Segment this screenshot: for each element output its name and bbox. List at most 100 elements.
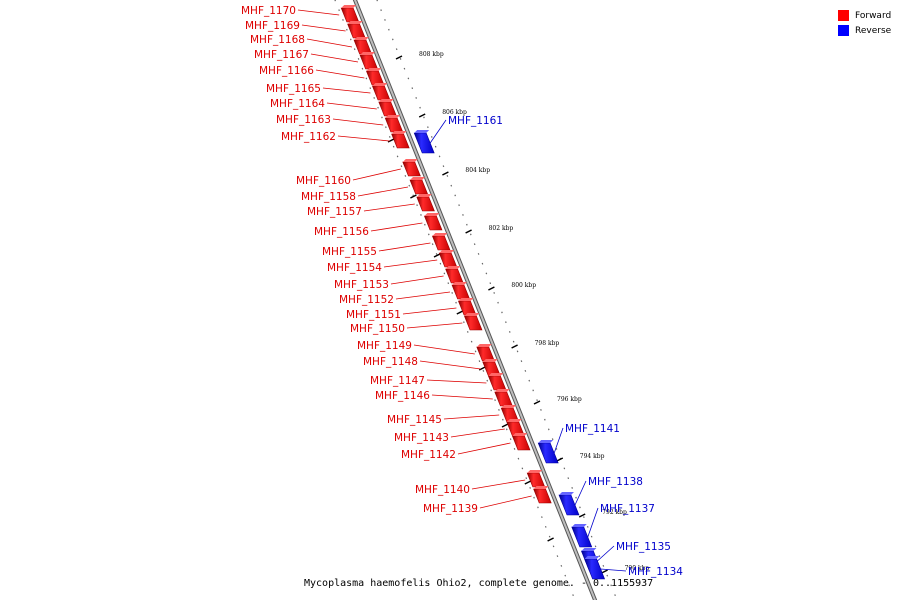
gene-mhf-1162[interactable] <box>391 131 410 149</box>
scale-tick <box>511 344 518 349</box>
gene-label: MHF_1152 <box>339 294 394 306</box>
leader-line <box>301 24 346 32</box>
gene-cap <box>559 492 574 495</box>
minor-tick <box>433 253 441 258</box>
gene-cap <box>464 313 480 316</box>
gene-label: MHF_1146 <box>375 390 430 402</box>
gene-mhf-1160[interactable] <box>402 159 421 177</box>
gene-body <box>511 435 531 451</box>
legend-forward-label: Forward <box>855 10 892 21</box>
gene-cap <box>385 115 401 118</box>
gene-mhf-1140[interactable] <box>526 470 546 488</box>
scale-tick <box>488 286 495 291</box>
axis-highlight <box>353 0 597 600</box>
gene-label: MHF_1143 <box>394 432 449 444</box>
leader-line <box>395 291 451 300</box>
gene-mhf-1163[interactable] <box>384 115 404 133</box>
leader-line <box>419 360 481 370</box>
gene-mhf-1164[interactable] <box>378 99 397 117</box>
gene-cap <box>482 359 498 362</box>
gene-mhf-1149[interactable] <box>476 344 495 362</box>
gene-mhf-1148[interactable] <box>482 359 501 377</box>
legend-reverse-label: Reverse <box>855 25 892 36</box>
gene-cap <box>416 194 432 197</box>
gene-body <box>384 117 404 133</box>
leader-line <box>450 428 505 438</box>
gene-mhf-1152[interactable] <box>451 282 471 300</box>
gene-mhf-1156[interactable] <box>423 213 443 231</box>
gene-body <box>494 391 513 407</box>
scale-label: 800 kbp <box>511 282 536 289</box>
gene-body <box>457 300 477 316</box>
scale-tick <box>533 400 541 405</box>
scale-label: 796 kbp <box>557 396 582 403</box>
gene-mhf-1165[interactable] <box>371 83 391 101</box>
gene-mhf-1142[interactable] <box>511 433 531 451</box>
gene-mhf-1150[interactable] <box>463 313 483 331</box>
gene-label: MHF_1137 <box>600 503 655 515</box>
gene-cap <box>360 52 375 55</box>
leader-line <box>457 442 511 455</box>
scale-tick <box>418 113 426 118</box>
leader-line <box>431 394 493 400</box>
gene-mhf-1134[interactable] <box>584 556 606 580</box>
gene-cap <box>414 130 430 133</box>
gene-body <box>416 196 435 212</box>
leader-line <box>429 119 447 144</box>
legend: Forward Reverse <box>838 8 891 38</box>
gene-body <box>340 7 360 23</box>
gene-body <box>537 442 559 464</box>
minor-tick <box>387 138 395 143</box>
gene-label: MHF_1168 <box>250 34 305 46</box>
gene-mhf-1158[interactable] <box>409 177 429 195</box>
leader-line <box>426 379 487 384</box>
leader-line <box>406 322 463 329</box>
gene-label: MHF_1164 <box>270 98 325 110</box>
gene-cap <box>488 373 504 376</box>
gene-mhf-1137[interactable] <box>571 524 593 548</box>
gene-cap <box>341 5 357 8</box>
reverse-swatch <box>838 25 849 36</box>
leader-line <box>413 344 475 355</box>
gene-cap <box>410 177 425 180</box>
forward-swatch <box>838 10 849 21</box>
gene-cap <box>391 131 407 134</box>
leader-line <box>402 307 457 315</box>
gene-mhf-1170[interactable] <box>340 5 360 23</box>
gene-label: MHF_1135 <box>616 541 671 553</box>
gene-body <box>476 346 495 362</box>
dotted-guide-right <box>376 0 618 600</box>
gene-label: MHF_1154 <box>327 262 382 274</box>
gene-mhf-1145[interactable] <box>500 405 520 423</box>
genome-caption: Mycoplasma haemofelis Ohio2, complete ge… <box>304 578 654 589</box>
gene-mhf-1157[interactable] <box>416 194 435 212</box>
gene-mhf-1168[interactable] <box>353 37 373 55</box>
gene-mhf-1138[interactable] <box>558 492 580 516</box>
gene-mhf-1166[interactable] <box>365 68 385 86</box>
gene-mhf-1139[interactable] <box>533 486 552 504</box>
gene-cap <box>584 556 600 559</box>
gene-body <box>533 488 552 504</box>
gene-mhf-1151[interactable] <box>457 298 477 316</box>
leader-line <box>310 53 359 63</box>
leader-line <box>297 9 340 16</box>
gene-body <box>365 70 385 86</box>
gene-cap <box>538 440 554 443</box>
gene-label: MHF_1160 <box>296 175 351 187</box>
gene-mhf-1146[interactable] <box>494 389 513 407</box>
gene-cap <box>354 37 369 40</box>
gene-mhf-1167[interactable] <box>359 52 379 70</box>
gene-label: MHF_1155 <box>322 246 377 258</box>
gene-body <box>347 23 366 39</box>
gene-label: MHF_1163 <box>276 114 331 126</box>
leader-line <box>337 135 390 142</box>
gene-cap <box>378 99 394 102</box>
gene-label: MHF_1161 <box>448 115 503 127</box>
gene-body <box>371 85 391 101</box>
gene-mhf-1161[interactable] <box>413 130 435 154</box>
gene-cap <box>347 21 363 24</box>
gene-label: MHF_1167 <box>254 49 309 61</box>
gene-mhf-1141[interactable] <box>537 440 559 464</box>
scale-tick <box>601 569 608 574</box>
leader-line <box>378 242 431 252</box>
